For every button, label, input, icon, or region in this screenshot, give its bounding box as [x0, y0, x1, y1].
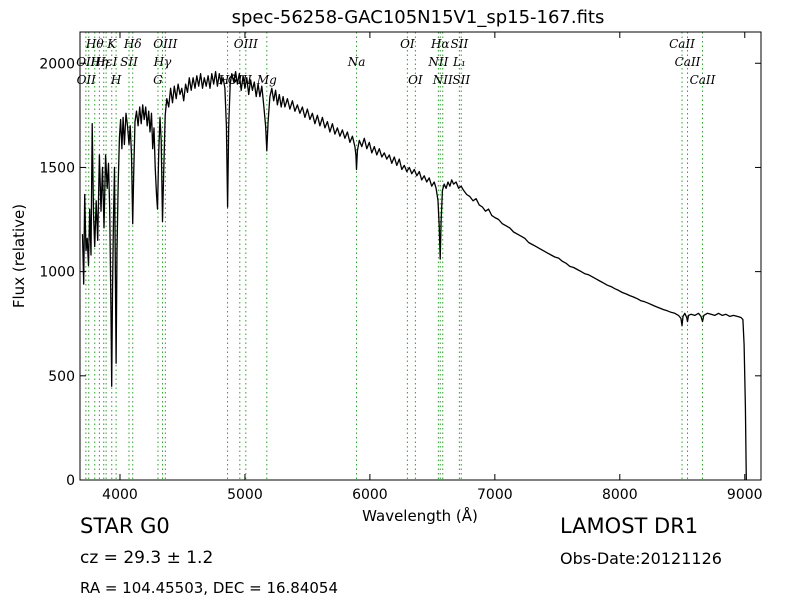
y-tick-label: 1500 — [39, 160, 75, 176]
survey-name: LAMOST DR1 — [560, 514, 699, 538]
spectral-line-label: Hη — [90, 55, 109, 69]
x-axis-title: Wavelength (Å) — [362, 506, 478, 525]
spectral-line-label: SII — [120, 55, 138, 69]
spectral-line-label: CaII — [690, 73, 716, 87]
line-marker-layer — [85, 32, 704, 480]
x-tick-label: 4000 — [102, 487, 138, 503]
spectral-line-label: Hγ — [153, 55, 172, 69]
spectral-line-label: Hθ — [85, 37, 104, 51]
y-tick-label: 0 — [66, 473, 75, 489]
x-tick-label: 9000 — [727, 487, 763, 503]
plot-frame — [79, 31, 762, 481]
spectral-line-label: CaII — [675, 55, 701, 69]
observation-date: Obs-Date:20121126 — [560, 549, 722, 568]
x-tick-label: 8000 — [602, 487, 638, 503]
y-axis-title: Flux (relative) — [10, 204, 28, 308]
spectral-line-label: OII — [77, 73, 97, 87]
x-tick-label: 6000 — [352, 487, 388, 503]
spectrum-line — [81, 70, 747, 481]
sky-coordinates: RA = 104.45503, DEC = 16.84054 — [80, 579, 339, 597]
spectral-line-label: I — [112, 55, 118, 69]
spectral-line-label: NII — [432, 73, 453, 87]
spectral-line-label: Hε — [94, 55, 112, 69]
spectral-line-label: G — [153, 73, 163, 87]
spectral-line-label: OII — [76, 55, 96, 69]
spectral-line-label: Mg — [256, 73, 277, 87]
spectral-line-label: OIII — [234, 37, 258, 51]
spectral-line-label: H — [110, 73, 122, 87]
spectral-line-label: Hα — [430, 37, 450, 51]
spectral-line-label: NII — [427, 55, 448, 69]
spectral-line-label: SII — [451, 37, 469, 51]
y-tick-label: 2000 — [39, 56, 75, 72]
y-tick-label: 500 — [48, 369, 75, 385]
spectral-line-label: OI — [408, 73, 423, 87]
x-tick-label: 7000 — [477, 487, 513, 503]
object-class: STAR G0 — [80, 514, 170, 538]
x-axis-ticks: 4000 5000 6000 7000 8000 9000 — [102, 32, 763, 503]
spectral-line-label: Hδ — [123, 37, 142, 51]
spectral-line-label: L₁ — [452, 55, 466, 69]
x-tick-label: 5000 — [227, 487, 263, 503]
y-tick-label: 1000 — [39, 265, 75, 281]
spectral-line-label: SII — [452, 73, 470, 87]
spectral-line-label: OIII — [153, 37, 177, 51]
spectral-line-label: K — [106, 37, 117, 51]
chart-title: spec-56258-GAC105N15V1_sp15-167.fits — [232, 7, 605, 28]
spectral-line-label: OI — [400, 37, 415, 51]
redshift-value: cz = 29.3 ± 1.2 — [80, 548, 214, 568]
y-axis-ticks: 0 500 1000 1500 2000 — [39, 56, 761, 489]
spectral-line-label: CaII — [669, 37, 695, 51]
spectral-line-label: Na — [347, 55, 366, 69]
